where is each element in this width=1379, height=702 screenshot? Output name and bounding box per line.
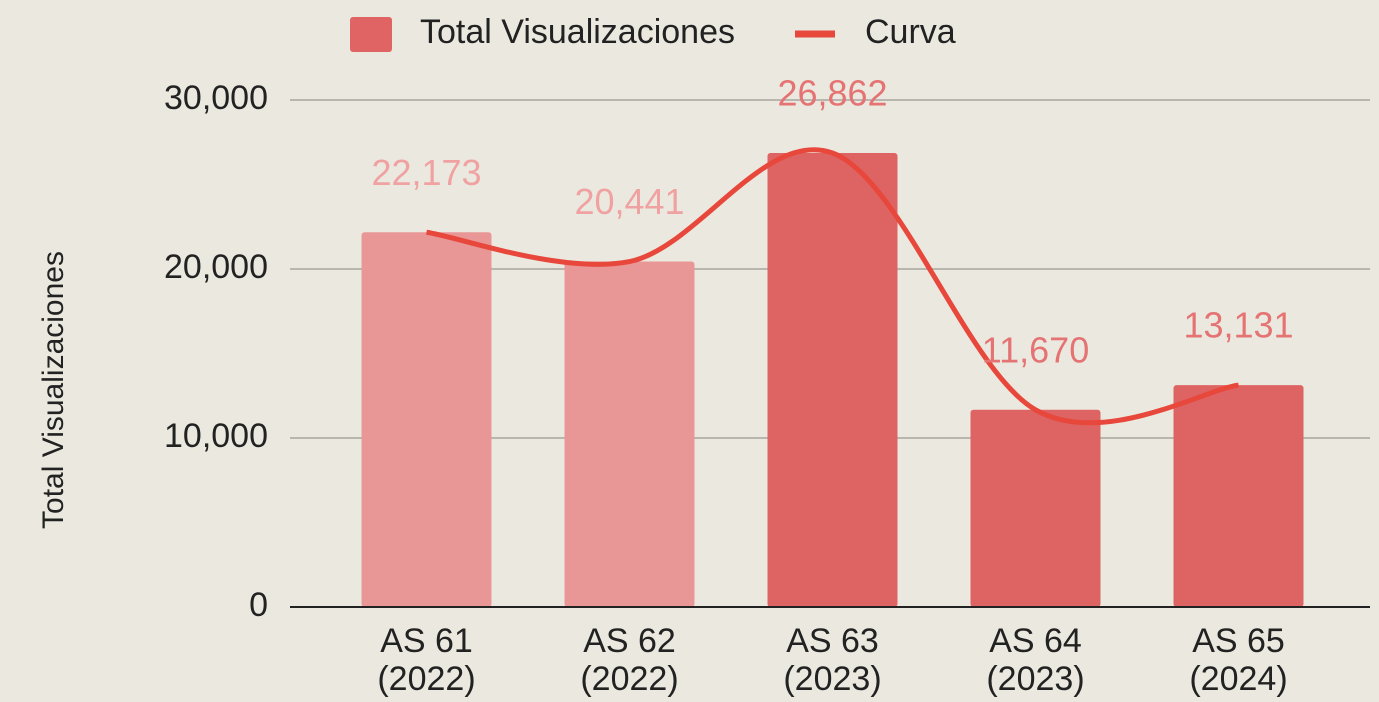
x-tick-label: (2023) <box>986 660 1084 698</box>
data-label: 20,441 <box>574 181 684 222</box>
bar <box>564 261 695 607</box>
line <box>426 147 1239 426</box>
bar <box>1173 385 1304 607</box>
x-tick-label: (2024) <box>1189 660 1287 698</box>
y-axis-label: Total Visualizaciones <box>37 251 70 529</box>
x-tick-label: AS 64 <box>989 622 1082 660</box>
y-tick-label: 20,000 <box>164 248 268 286</box>
x-tick-label: (2022) <box>580 660 678 698</box>
legend-label: Curva <box>865 13 956 51</box>
bar <box>970 409 1101 607</box>
x-tick-label: AS 63 <box>786 622 879 660</box>
y-tick-label: 0 <box>249 586 268 624</box>
y-tick-label: 10,000 <box>164 417 268 455</box>
data-label: 13,131 <box>1183 305 1293 346</box>
bar <box>767 153 898 607</box>
x-tick-label: AS 62 <box>583 622 676 660</box>
x-tick-label: (2023) <box>783 660 881 698</box>
data-label: 11,670 <box>982 329 1089 370</box>
legend-label: Total Visualizaciones <box>420 13 735 51</box>
data-label: 22,173 <box>371 152 481 193</box>
data-label: 26,862 <box>777 73 887 114</box>
x-tick-label: AS 61 <box>380 622 473 660</box>
x-tick-label: (2022) <box>377 660 475 698</box>
legend-swatch <box>350 17 392 52</box>
bar <box>361 232 492 607</box>
x-tick-label: AS 65 <box>1192 622 1285 660</box>
y-tick-label: 30,000 <box>164 79 268 117</box>
